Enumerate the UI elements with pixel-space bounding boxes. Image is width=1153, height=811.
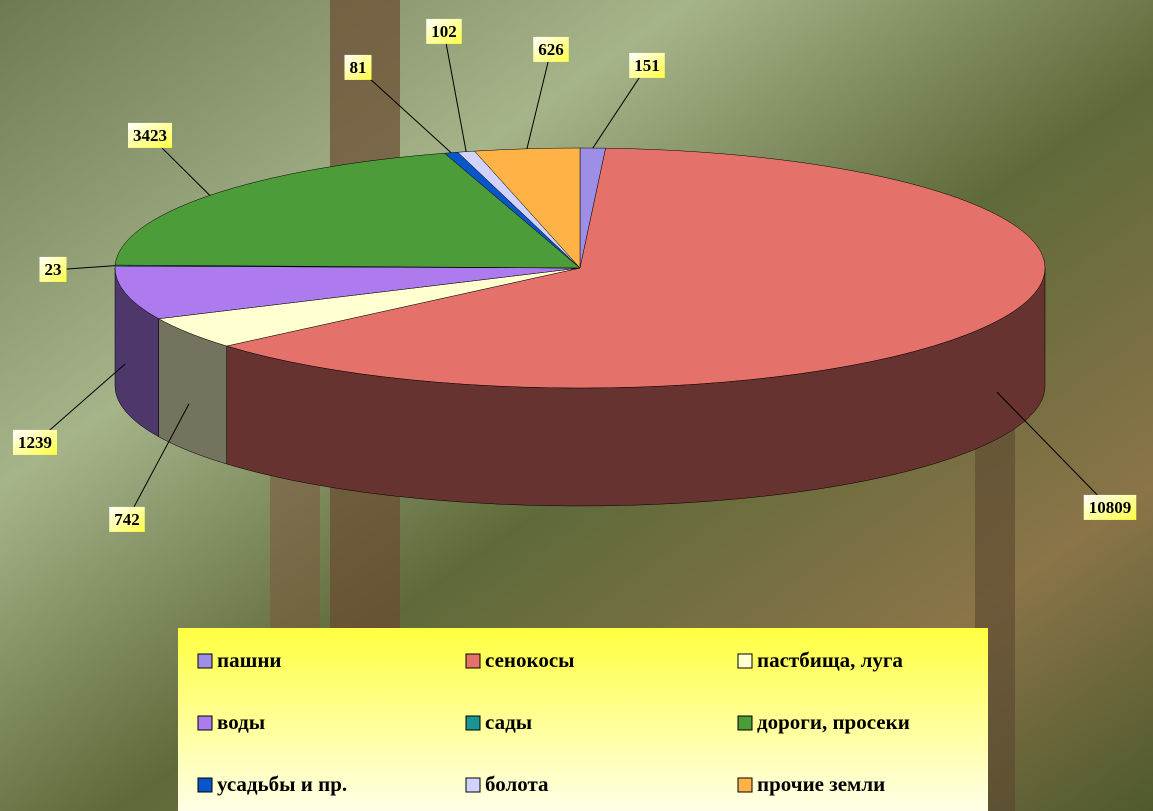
data-label-box [109, 506, 145, 532]
data-label: 742 [114, 510, 140, 529]
legend-swatch [737, 715, 753, 731]
pie-slice [114, 265, 581, 320]
pie-slice [225, 147, 1046, 389]
legend [178, 628, 988, 811]
leader-line [357, 67, 452, 154]
legend-swatch [737, 777, 753, 793]
legend-entries: пашни сенокосы пастбища, луга воды сады дорог… [197, 648, 910, 796]
legend-label: дороги, просеки [757, 710, 910, 734]
data-label: 151 [634, 56, 660, 75]
data-label-box [426, 18, 462, 44]
data-label-box [13, 429, 57, 455]
leader-line [996, 391, 1111, 509]
legend-label: болота [485, 772, 549, 796]
data-label: 81 [350, 58, 367, 77]
data-label: 3423 [133, 126, 167, 145]
legend-swatch [737, 653, 753, 669]
data-label: 626 [538, 40, 564, 59]
data-label: 102 [431, 22, 457, 41]
data-label-box [39, 256, 67, 282]
data-label-box [1083, 494, 1137, 520]
leader-line [126, 403, 190, 521]
legend-label: пашни [217, 648, 282, 672]
legend-label: воды [217, 710, 265, 734]
legend-label: сенокосы [485, 648, 575, 672]
leader-line [592, 65, 648, 149]
legend-swatch [197, 715, 213, 731]
legend-swatch [197, 777, 213, 793]
data-label-box [533, 36, 569, 62]
legend-label: прочие земли [757, 772, 885, 796]
leader-line [34, 363, 126, 444]
leader-line [526, 49, 552, 149]
legend-label: сады [485, 710, 532, 734]
data-label: 10809 [1089, 498, 1132, 517]
data-label: 23 [45, 260, 62, 279]
legend-label: пастбища, луга [757, 648, 903, 672]
data-labels: 151 10809 742 1239 23 3423 81 102 626 [13, 18, 1137, 532]
legend-swatch [197, 653, 213, 669]
legend-swatch [465, 653, 481, 669]
pie [114, 147, 1046, 507]
data-label-box [128, 122, 172, 148]
legend-label: усадьбы и пр. [217, 772, 347, 796]
pie-slice [114, 152, 581, 269]
data-label-box [629, 52, 665, 78]
data-label: 1239 [18, 433, 52, 452]
legend-swatch [465, 715, 481, 731]
data-label-box [344, 54, 372, 80]
legend-swatch [465, 777, 481, 793]
leader-line [443, 31, 467, 152]
